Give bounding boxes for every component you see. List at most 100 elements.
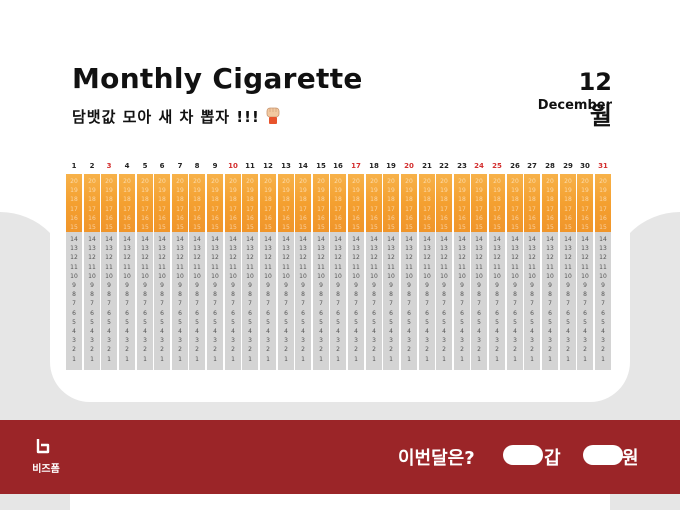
- cigarette-count-mark[interactable]: 3: [248, 337, 252, 345]
- cigarette-count-mark[interactable]: 15: [405, 224, 413, 231]
- cigarette-count-mark[interactable]: 16: [599, 214, 607, 222]
- cigarette-count-mark[interactable]: 19: [211, 187, 219, 195]
- cigarette-count-mark[interactable]: 18: [352, 196, 360, 204]
- cigarette-count-mark[interactable]: 5: [195, 318, 199, 326]
- cigarette-count-mark[interactable]: 3: [425, 337, 429, 345]
- cigarette-count-mark[interactable]: 2: [178, 346, 182, 354]
- cigarette-count-mark[interactable]: 5: [284, 318, 288, 326]
- cigarette-count-mark[interactable]: 17: [511, 205, 519, 213]
- cigarette-count-mark[interactable]: 19: [581, 187, 589, 195]
- cigarette-count-mark[interactable]: 10: [440, 272, 448, 280]
- cigarette-count-mark[interactable]: 6: [425, 309, 429, 317]
- cigarette-count-mark[interactable]: 3: [601, 337, 605, 345]
- cigarette-count-mark[interactable]: 20: [546, 178, 554, 185]
- cigarette-count-mark[interactable]: 4: [160, 328, 164, 335]
- cigarette-count-mark[interactable]: 14: [581, 236, 589, 243]
- cigarette-count-mark[interactable]: 19: [475, 187, 483, 195]
- cigarette-count-mark[interactable]: 13: [405, 245, 413, 253]
- cigarette-count-mark[interactable]: 8: [460, 291, 464, 299]
- cigarette-count-mark[interactable]: 9: [284, 282, 288, 289]
- cigarette-day-20[interactable]: 20 19 18 17 16 15 14 13 12 11 10 9 8 7 6 5 4 3 2 1: [401, 174, 417, 370]
- cigarette-count-mark[interactable]: 1: [125, 355, 129, 363]
- cigarette-count-mark[interactable]: 13: [352, 245, 360, 253]
- cigarette-count-mark[interactable]: 2: [143, 346, 147, 354]
- cigarette-count-mark[interactable]: 12: [458, 254, 466, 262]
- cigarette-count-mark[interactable]: 6: [231, 309, 235, 317]
- cigarette-count-mark[interactable]: 2: [583, 346, 587, 354]
- cigarette-count-mark[interactable]: 9: [213, 282, 217, 289]
- cigarette-count-mark[interactable]: 16: [88, 214, 96, 222]
- cigarette-count-mark[interactable]: 3: [301, 337, 305, 345]
- cigarette-count-mark[interactable]: 15: [475, 224, 483, 231]
- cigarette-count-mark[interactable]: 9: [125, 282, 129, 289]
- cigarette-count-mark[interactable]: 14: [370, 236, 378, 243]
- cigarette-count-mark[interactable]: 4: [319, 328, 323, 335]
- cigarette-count-mark[interactable]: 3: [460, 337, 464, 345]
- cigarette-count-mark[interactable]: 1: [372, 355, 376, 363]
- cigarette-count-mark[interactable]: 1: [354, 355, 358, 363]
- cigarette-count-mark[interactable]: 5: [477, 318, 481, 326]
- cigarette-count-mark[interactable]: 10: [282, 272, 290, 280]
- cigarette-count-mark[interactable]: 6: [125, 309, 129, 317]
- cigarette-count-mark[interactable]: 9: [460, 282, 464, 289]
- cigarette-count-mark[interactable]: 4: [407, 328, 411, 335]
- cigarette-count-mark[interactable]: 16: [176, 214, 184, 222]
- cigarette-count-mark[interactable]: 8: [213, 291, 217, 299]
- cigarette-count-mark[interactable]: 18: [211, 196, 219, 204]
- cigarette-count-mark[interactable]: 19: [528, 187, 536, 195]
- cigarette-count-mark[interactable]: 5: [530, 318, 534, 326]
- cigarette-count-mark[interactable]: 12: [193, 254, 201, 262]
- cigarette-count-mark[interactable]: 16: [158, 214, 166, 222]
- cigarette-count-mark[interactable]: 19: [546, 187, 554, 195]
- cigarette-count-mark[interactable]: 3: [160, 337, 164, 345]
- cigarette-count-mark[interactable]: 11: [282, 263, 290, 271]
- cigarette-count-mark[interactable]: 13: [599, 245, 607, 253]
- cigarette-count-mark[interactable]: 3: [513, 337, 517, 345]
- cigarette-count-mark[interactable]: 2: [336, 346, 340, 354]
- cigarette-count-mark[interactable]: 20: [246, 178, 254, 185]
- cigarette-count-mark[interactable]: 2: [566, 346, 570, 354]
- cigarette-count-mark[interactable]: 19: [405, 187, 413, 195]
- cigarette-count-mark[interactable]: 14: [546, 236, 554, 243]
- cigarette-count-mark[interactable]: 13: [440, 245, 448, 253]
- cigarette-count-mark[interactable]: 1: [107, 355, 111, 363]
- cigarette-count-mark[interactable]: 5: [460, 318, 464, 326]
- cigarette-count-mark[interactable]: 2: [477, 346, 481, 354]
- cigarette-count-mark[interactable]: 2: [460, 346, 464, 354]
- cigarette-count-mark[interactable]: 14: [88, 236, 96, 243]
- cigarette-count-mark[interactable]: 17: [264, 205, 272, 213]
- cigarette-count-mark[interactable]: 9: [548, 282, 552, 289]
- cigarette-count-mark[interactable]: 18: [440, 196, 448, 204]
- cigarette-count-mark[interactable]: 19: [70, 187, 78, 195]
- cigarette-count-mark[interactable]: 12: [564, 254, 572, 262]
- cigarette-count-mark[interactable]: 7: [566, 300, 570, 308]
- cigarette-count-mark[interactable]: 2: [354, 346, 358, 354]
- cigarette-count-mark[interactable]: 4: [460, 328, 464, 335]
- cigarette-count-mark[interactable]: 1: [284, 355, 288, 363]
- cigarette-count-mark[interactable]: 18: [282, 196, 290, 204]
- cigarette-count-mark[interactable]: 3: [583, 337, 587, 345]
- cigarette-count-mark[interactable]: 8: [530, 291, 534, 299]
- cigarette-count-mark[interactable]: 18: [599, 196, 607, 204]
- cigarette-count-mark[interactable]: 7: [319, 300, 323, 308]
- cigarette-count-mark[interactable]: 6: [530, 309, 534, 317]
- cigarette-count-mark[interactable]: 19: [423, 187, 431, 195]
- cigarette-count-mark[interactable]: 6: [178, 309, 182, 317]
- cigarette-count-mark[interactable]: 17: [458, 205, 466, 213]
- cigarette-count-mark[interactable]: 17: [493, 205, 501, 213]
- cigarette-count-mark[interactable]: 5: [72, 318, 76, 326]
- cigarette-count-mark[interactable]: 17: [581, 205, 589, 213]
- cigarette-count-mark[interactable]: 20: [88, 178, 96, 185]
- cigarette-count-mark[interactable]: 5: [495, 318, 499, 326]
- cigarette-count-mark[interactable]: 3: [90, 337, 94, 345]
- cigarette-count-mark[interactable]: 14: [282, 236, 290, 243]
- cigarette-count-mark[interactable]: 10: [264, 272, 272, 280]
- cigarette-count-mark[interactable]: 16: [370, 214, 378, 222]
- cigarette-count-mark[interactable]: 6: [266, 309, 270, 317]
- cigarette-count-mark[interactable]: 11: [493, 263, 501, 271]
- cigarette-count-mark[interactable]: 12: [440, 254, 448, 262]
- cigarette-count-mark[interactable]: 5: [583, 318, 587, 326]
- cigarette-count-mark[interactable]: 15: [440, 224, 448, 231]
- cigarette-count-mark[interactable]: 7: [90, 300, 94, 308]
- cigarette-count-mark[interactable]: 17: [70, 205, 78, 213]
